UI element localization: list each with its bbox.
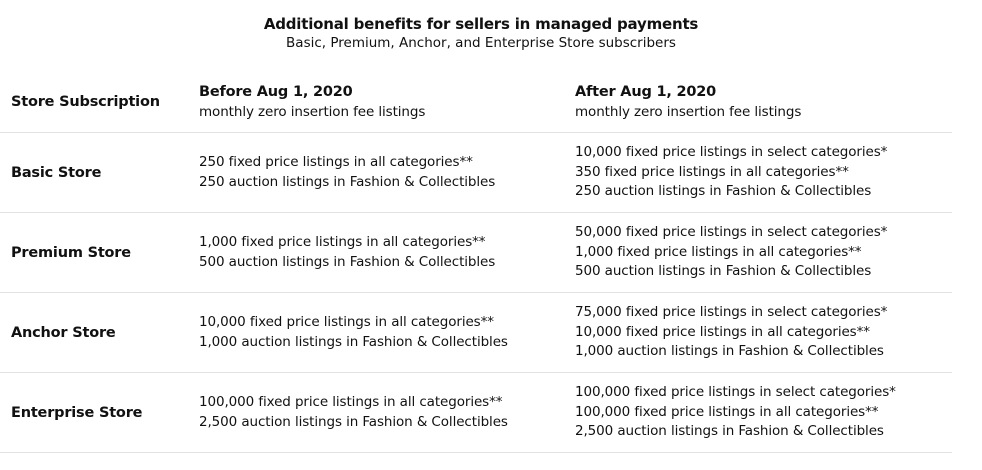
listing-line: 10,000 fixed price listings in all categ… — [575, 323, 870, 340]
listing-line: 1,000 fixed price listings in all catego… — [575, 243, 862, 260]
table-row: Enterprise Store 100,000 fixed price lis… — [0, 373, 952, 453]
store-name: Basic Store — [11, 164, 102, 181]
after-cell: 100,000 fixed price listings in select c… — [575, 383, 896, 442]
before-cell: 250 fixed price listings in all categori… — [199, 153, 495, 192]
before-cell: 100,000 fixed price listings in all cate… — [199, 393, 508, 432]
listing-line: 250 auction listings in Fashion & Collec… — [575, 183, 872, 200]
store-name: Enterprise Store — [11, 404, 143, 421]
table-row: Premium Store 1,000 fixed price listings… — [0, 213, 952, 293]
listing-line: 100,000 fixed price listings in all cate… — [575, 403, 879, 420]
page-title: Additional benefits for sellers in manag… — [263, 15, 699, 33]
store-name: Anchor Store — [11, 324, 116, 341]
listing-line: 50,000 fixed price listings in select ca… — [575, 224, 888, 241]
column-header-store-subscription: Store Subscription — [11, 94, 160, 110]
listing-line: 10,000 fixed price listings in all categ… — [199, 314, 494, 330]
column-header-after-title: After Aug 1, 2020 — [575, 84, 717, 100]
listing-line: 1,000 auction listings in Fashion & Coll… — [575, 343, 884, 360]
column-header-after: After Aug 1, 2020 monthly zero insertion… — [575, 82, 801, 122]
column-header-after-subtitle: monthly zero insertion fee listings — [575, 104, 802, 120]
after-cell: 10,000 fixed price listings in select ca… — [575, 143, 887, 202]
page-header: Additional benefits for sellers in manag… — [0, 14, 962, 53]
listing-line: 500 auction listings in Fashion & Collec… — [575, 263, 872, 280]
listing-line: 350 fixed price listings in all categori… — [575, 163, 849, 180]
listing-line: 75,000 fixed price listings in select ca… — [575, 304, 888, 321]
listing-line: 10,000 fixed price listings in select ca… — [575, 144, 888, 161]
after-cell: 75,000 fixed price listings in select ca… — [575, 303, 887, 362]
after-cell: 50,000 fixed price listings in select ca… — [575, 223, 887, 282]
page-subtitle: Basic, Premium, Anchor, and Enterprise S… — [286, 35, 676, 51]
column-header-before-subtitle: monthly zero insertion fee listings — [199, 104, 426, 120]
listing-line: 250 auction listings in Fashion & Collec… — [199, 173, 496, 190]
column-header-before-title: Before Aug 1, 2020 — [199, 84, 353, 100]
listing-line: 2,500 auction listings in Fashion & Coll… — [199, 413, 508, 430]
listing-line: 1,000 fixed price listings in all catego… — [199, 234, 486, 250]
table-row: Basic Store 250 fixed price listings in … — [0, 133, 952, 213]
listing-line: 2,500 auction listings in Fashion & Coll… — [575, 423, 884, 440]
before-cell: 1,000 fixed price listings in all catego… — [199, 233, 495, 272]
table-row: Anchor Store 10,000 fixed price listings… — [0, 293, 952, 373]
store-name: Premium Store — [11, 244, 131, 261]
listing-line: 100,000 fixed price listings in select c… — [575, 384, 896, 401]
listing-line: 250 fixed price listings in all categori… — [199, 154, 473, 170]
listing-line: 100,000 fixed price listings in all cate… — [199, 394, 503, 410]
listing-line: 500 auction listings in Fashion & Collec… — [199, 253, 496, 270]
before-cell: 10,000 fixed price listings in all categ… — [199, 313, 508, 352]
column-header-before: Before Aug 1, 2020 monthly zero insertio… — [199, 82, 425, 122]
table-header-row: Store Subscription Before Aug 1, 2020 mo… — [0, 72, 952, 133]
benefits-table: Store Subscription Before Aug 1, 2020 mo… — [0, 72, 952, 453]
listing-line: 1,000 auction listings in Fashion & Coll… — [199, 333, 508, 350]
